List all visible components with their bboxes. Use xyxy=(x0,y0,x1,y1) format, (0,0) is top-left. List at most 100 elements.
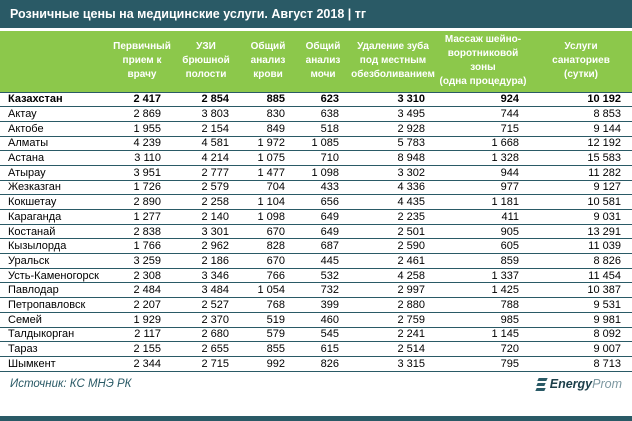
value-cell: 4 336 xyxy=(397,181,425,194)
value-cell: 2 235 xyxy=(397,210,425,223)
row-label: Кокшетау xyxy=(8,196,57,209)
column-header: УЗИ брюшной полости xyxy=(172,31,240,92)
value-cell: 649 xyxy=(320,225,339,238)
value-cell: 11 454 xyxy=(588,269,621,282)
value-cell: 1 181 xyxy=(491,196,519,209)
value-cell: 605 xyxy=(500,240,519,253)
value-cell: 1 766 xyxy=(133,240,161,253)
value-cell: 828 xyxy=(266,240,285,253)
title-bar: Розничные цены на медицинские услуги. Ав… xyxy=(0,0,632,28)
value-cell: 2 154 xyxy=(201,122,229,135)
value-cell: 3 315 xyxy=(397,357,425,370)
value-cell: 2 869 xyxy=(133,108,161,121)
column-header: Первичный прием к врачу xyxy=(112,31,172,92)
value-cell: 1 425 xyxy=(491,284,519,297)
value-cell: 924 xyxy=(500,93,519,106)
value-cell: 2 715 xyxy=(201,357,229,370)
value-cell: 13 291 xyxy=(587,225,621,238)
value-cell: 2 890 xyxy=(133,196,161,209)
value-cell: 4 239 xyxy=(133,137,161,150)
value-cell: 9 007 xyxy=(593,343,621,356)
row-label: Шымкент xyxy=(8,357,56,370)
value-cell: 2 117 xyxy=(134,328,161,341)
value-cell: 670 xyxy=(266,254,285,267)
value-cell: 1 277 xyxy=(133,210,161,223)
table-row: Кокшетау 2 890 2 258 1 104 656 4 435 1 181 10 5… xyxy=(0,194,632,210)
value-cell: 2 241 xyxy=(397,328,425,341)
value-cell: 704 xyxy=(266,181,285,194)
value-cell: 2 308 xyxy=(133,269,161,282)
table-row: Шымкент 2 344 2 715 992 826 3 315 795 8 713 xyxy=(0,356,632,372)
value-cell: 687 xyxy=(320,240,339,253)
row-label: Павлодар xyxy=(8,284,59,297)
value-cell: 399 xyxy=(320,298,339,311)
value-cell: 1 668 xyxy=(491,137,519,150)
value-cell: 519 xyxy=(266,313,285,326)
value-cell: 1 955 xyxy=(133,122,161,135)
table-body: Казахстан 2 417 2 854 885 623 3 310 924 10 192 А… xyxy=(0,92,632,372)
row-label: Петропавловск xyxy=(8,298,86,311)
value-cell: 518 xyxy=(320,122,339,135)
energyprom-logo: Energy Prom xyxy=(535,377,622,391)
value-cell: 859 xyxy=(500,254,519,267)
column-header: Удаление зуба под местным обезболиванием xyxy=(350,31,436,92)
value-cell: 1 098 xyxy=(257,210,285,223)
value-cell: 3 484 xyxy=(201,284,229,297)
value-cell: 638 xyxy=(320,108,339,121)
value-cell: 826 xyxy=(320,357,339,370)
value-cell: 615 xyxy=(320,343,339,356)
value-cell: 2 155 xyxy=(133,343,161,356)
value-cell: 2 527 xyxy=(201,298,229,311)
value-cell: 3 110 xyxy=(134,152,161,165)
row-label: Атырау xyxy=(8,166,46,179)
value-cell: 3 495 xyxy=(397,108,425,121)
value-cell: 2 207 xyxy=(133,298,161,311)
value-cell: 1 337 xyxy=(491,269,519,282)
value-cell: 8 948 xyxy=(397,152,425,165)
value-cell: 8 853 xyxy=(593,108,621,121)
column-header: Общий анализ мочи xyxy=(296,31,350,92)
table-header-row: Первичный прием к врачу УЗИ брюшной полос… xyxy=(0,31,632,92)
value-cell: 1 098 xyxy=(311,166,339,179)
value-cell: 885 xyxy=(266,93,285,106)
energyprom-logo-icon xyxy=(535,377,548,391)
table-row: Усть-Каменогорск 2 308 3 346 766 532 4 258 1 3… xyxy=(0,268,632,283)
value-cell: 710 xyxy=(320,152,339,165)
value-cell: 2 140 xyxy=(201,210,229,223)
value-cell: 10 387 xyxy=(587,284,621,297)
value-cell: 3 302 xyxy=(397,166,425,179)
value-cell: 2 777 xyxy=(201,166,229,179)
value-cell: 4 435 xyxy=(397,196,425,209)
value-cell: 10 192 xyxy=(587,93,621,106)
value-cell: 670 xyxy=(266,225,285,238)
table-row: Тараз 2 155 2 655 855 615 2 514 720 9 007 xyxy=(0,341,632,357)
value-cell: 4 214 xyxy=(201,152,229,165)
value-cell: 2 344 xyxy=(133,357,161,370)
table-row: Казахстан 2 417 2 854 885 623 3 310 924 10 192 xyxy=(0,92,632,107)
value-cell: 2 579 xyxy=(201,181,229,194)
value-cell: 9 127 xyxy=(593,181,621,194)
value-cell: 649 xyxy=(320,210,339,223)
row-label: Жезказган xyxy=(8,181,61,194)
value-cell: 8 092 xyxy=(593,328,621,341)
value-cell: 766 xyxy=(266,269,285,282)
value-cell: 2 962 xyxy=(201,240,229,253)
value-cell: 1 929 xyxy=(133,313,161,326)
row-label: Актау xyxy=(8,108,37,121)
value-cell: 656 xyxy=(320,196,339,209)
value-cell: 2 501 xyxy=(397,225,425,238)
table-row: Актау 2 869 3 803 830 638 3 495 744 8 853 xyxy=(0,106,632,122)
value-cell: 2 655 xyxy=(201,343,229,356)
row-label: Семей xyxy=(8,313,42,326)
table-row: Талдыкорган 2 117 2 680 579 545 2 241 1 145 8 0… xyxy=(0,327,632,342)
value-cell: 2 461 xyxy=(397,254,425,267)
value-cell: 992 xyxy=(266,357,285,370)
value-cell: 905 xyxy=(500,225,519,238)
value-cell: 2 484 xyxy=(133,284,161,297)
table-row: Костанай 2 838 3 301 670 649 2 501 905 13 291 xyxy=(0,224,632,239)
value-cell: 8 713 xyxy=(593,357,621,370)
source-note: Источник: КС МНЭ РК xyxy=(10,378,132,391)
row-label: Усть-Каменогорск xyxy=(8,269,99,282)
value-cell: 579 xyxy=(266,328,285,341)
value-cell: 788 xyxy=(500,298,519,311)
